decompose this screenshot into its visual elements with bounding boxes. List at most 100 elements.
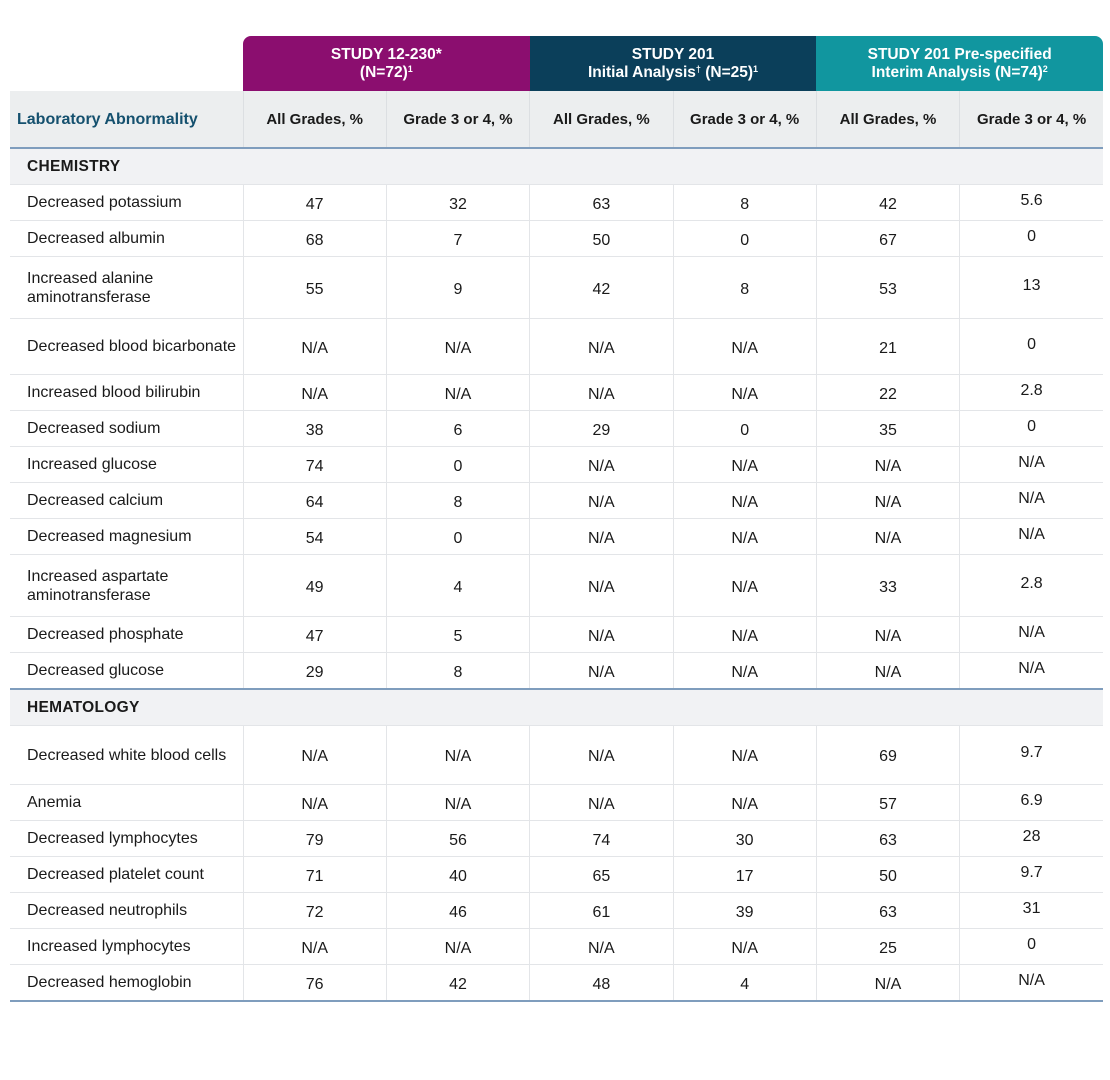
value-cell: 74	[242, 446, 387, 483]
value-cell: 72	[242, 892, 387, 929]
value-cell: N/A	[959, 616, 1103, 653]
value-cell: 42	[529, 256, 673, 319]
value-cell: N/A	[529, 446, 673, 483]
value-cell: 48	[529, 964, 673, 1002]
value-cell: 8	[385, 652, 530, 690]
value-cell: 68	[242, 220, 387, 257]
value-cell: N/A	[529, 318, 673, 375]
value-cell: N/A	[385, 928, 530, 965]
value-cell: N/A	[672, 725, 817, 785]
value-cell: 25	[815, 928, 960, 965]
study-12-230-header: STUDY 12-230* (N=72)1	[243, 36, 530, 91]
value-cell: 5.6	[959, 184, 1103, 221]
table-row: Decreased glucose 29 8 N/A N/A N/A N/A	[10, 652, 1103, 690]
value-cell: N/A	[815, 518, 960, 555]
table-row: Decreased neutrophils 72 46 61 39 63 31	[10, 892, 1103, 929]
value-cell: 0	[959, 318, 1103, 375]
value-cell: N/A	[672, 554, 817, 617]
value-cell: N/A	[672, 518, 817, 555]
table-body: CHEMISTRY Decreased potassium 47 32 63 8 42 5.6…	[10, 148, 1103, 1002]
abnormality-label: Decreased albumin	[10, 220, 243, 257]
table-row: Decreased sodium 38 6 29 0 35 0	[10, 410, 1103, 447]
study-title: STUDY 12-230*	[330, 45, 442, 63]
study-201-interim-header: STUDY 201 Pre-specified Interim Analysis…	[816, 36, 1103, 91]
study-title: STUDY 201 Pre-specified	[867, 45, 1052, 63]
value-cell: N/A	[815, 964, 960, 1002]
value-cell: 61	[529, 892, 673, 929]
value-cell: 28	[959, 820, 1103, 857]
study-subtitle: Interim Analysis (N=74)	[871, 63, 1043, 81]
value-cell: 47	[242, 616, 387, 653]
value-cell: N/A	[529, 784, 673, 821]
value-cell: 40	[385, 856, 530, 893]
value-cell: 79	[242, 820, 387, 857]
value-cell: N/A	[959, 518, 1103, 555]
value-cell: 0	[672, 410, 817, 447]
value-cell: N/A	[672, 318, 817, 375]
abnormality-label: Increased alanine aminotransferase	[10, 256, 243, 319]
value-cell: 21	[815, 318, 960, 375]
value-cell: N/A	[672, 446, 817, 483]
table-row: Decreased calcium 64 8 N/A N/A N/A N/A	[10, 482, 1103, 519]
value-cell: 4	[385, 554, 530, 617]
col-grade-3-4: Grade 3 or 4, %	[672, 91, 817, 149]
value-cell: 4	[672, 964, 817, 1002]
value-cell: 6.9	[959, 784, 1103, 821]
value-cell: N/A	[959, 652, 1103, 690]
value-cell: 47	[242, 184, 387, 221]
value-cell: N/A	[959, 446, 1103, 483]
table-row: Decreased potassium 47 32 63 8 42 5.6	[10, 184, 1103, 221]
value-cell: N/A	[672, 784, 817, 821]
footnote-ref: 1	[753, 63, 759, 74]
footnote-ref: 2	[1042, 63, 1048, 74]
value-cell: 9.7	[959, 856, 1103, 893]
value-cell: N/A	[385, 725, 530, 785]
value-cell: N/A	[815, 482, 960, 519]
value-cell: 76	[242, 964, 387, 1002]
column-header-row: Laboratory Abnormality All Grades, % Gra…	[10, 91, 1103, 149]
value-cell: 74	[529, 820, 673, 857]
footnote-ref: 1	[407, 63, 413, 74]
value-cell: 0	[959, 410, 1103, 447]
study-subtitle-n: (N=25)	[700, 63, 754, 81]
table-row: Increased aspartate aminotransferase 49 4 N…	[10, 554, 1103, 617]
value-cell: 63	[529, 184, 673, 221]
value-cell: 30	[672, 820, 817, 857]
value-cell: 65	[529, 856, 673, 893]
value-cell: N/A	[242, 784, 387, 821]
col-all-grades: All Grades, %	[529, 91, 673, 149]
value-cell: 2.8	[959, 374, 1103, 411]
value-cell: 54	[242, 518, 387, 555]
value-cell: N/A	[242, 318, 387, 375]
abnormality-label: Decreased neutrophils	[10, 892, 243, 929]
value-cell: 5	[385, 616, 530, 653]
section-header-hematology: HEMATOLOGY	[10, 689, 1103, 726]
value-cell: N/A	[385, 374, 530, 411]
value-cell: 56	[385, 820, 530, 857]
value-cell: 29	[529, 410, 673, 447]
col-all-grades: All Grades, %	[815, 91, 960, 149]
abnormality-label: Increased aspartate aminotransferase	[10, 554, 243, 617]
value-cell: N/A	[385, 784, 530, 821]
value-cell: 29	[242, 652, 387, 690]
value-cell: 49	[242, 554, 387, 617]
value-cell: N/A	[529, 652, 673, 690]
table-row: Decreased platelet count 71 40 65 17 50 9.7	[10, 856, 1103, 893]
value-cell: N/A	[529, 518, 673, 555]
col-grade-3-4: Grade 3 or 4, %	[385, 91, 530, 149]
value-cell: 46	[385, 892, 530, 929]
value-cell: 0	[385, 518, 530, 555]
value-cell: 63	[815, 820, 960, 857]
value-cell: 63	[815, 892, 960, 929]
value-cell: N/A	[529, 616, 673, 653]
footnote-ref: †	[695, 63, 701, 74]
value-cell: 31	[959, 892, 1103, 929]
abnormality-label: Increased lymphocytes	[10, 928, 243, 965]
value-cell: N/A	[242, 725, 387, 785]
value-cell: 55	[242, 256, 387, 319]
table-row: Decreased magnesium 54 0 N/A N/A N/A N/A	[10, 518, 1103, 555]
abnormality-label: Decreased white blood cells	[10, 725, 243, 785]
abnormality-label: Decreased lymphocytes	[10, 820, 243, 857]
table-row: Decreased blood bicarbonate N/A N/A N/A N/A 2…	[10, 318, 1103, 375]
abnormality-label: Decreased platelet count	[10, 856, 243, 893]
